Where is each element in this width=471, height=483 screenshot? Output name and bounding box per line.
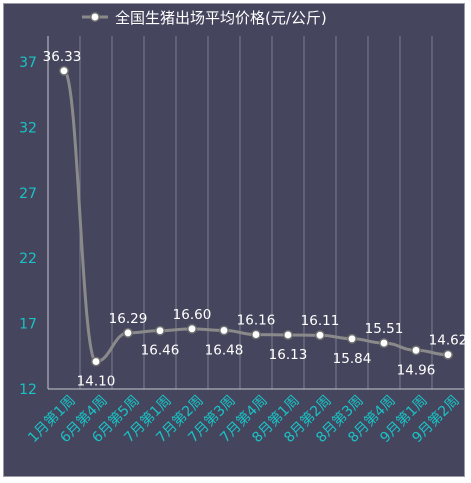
data-label: 15.84 bbox=[333, 351, 372, 367]
data-label: 14.96 bbox=[397, 362, 436, 378]
y-tick-label: 12 bbox=[19, 382, 37, 398]
y-tick-labels: 12 17 22 27 32 37 bbox=[19, 55, 37, 398]
data-point bbox=[123, 327, 133, 338]
data-label: 16.11 bbox=[301, 313, 340, 329]
data-point bbox=[283, 330, 293, 340]
legend-series-name: 全国生猪出场平均价格(元/公斤) bbox=[115, 9, 327, 27]
x-tick-labels: 1月第1周6月第4周6月第5周7月第1周7月第2周7月第3周7月第4周8月第1周… bbox=[25, 392, 463, 446]
data-point bbox=[411, 345, 421, 356]
data-label: 16.48 bbox=[205, 342, 244, 358]
data-point bbox=[315, 330, 325, 341]
data-point bbox=[155, 325, 165, 336]
data-label: 16.46 bbox=[141, 343, 180, 359]
data-label: 16.13 bbox=[269, 347, 308, 363]
data-label: 16.29 bbox=[109, 311, 148, 327]
data-point bbox=[187, 323, 197, 334]
grid-lines bbox=[79, 36, 433, 389]
y-tick-label: 32 bbox=[19, 120, 37, 136]
axes bbox=[47, 36, 464, 390]
data-point bbox=[219, 325, 229, 336]
data-label: 36.33 bbox=[43, 49, 82, 65]
data-label: 16.60 bbox=[173, 307, 212, 323]
data-point bbox=[443, 349, 453, 360]
data-point bbox=[379, 338, 389, 349]
y-tick-label: 17 bbox=[19, 317, 37, 333]
y-tick-label: 37 bbox=[19, 55, 37, 71]
data-label: 16.16 bbox=[237, 313, 276, 329]
legend: 全国生猪出场平均价格(元/公斤) bbox=[82, 9, 327, 27]
data-labels: 36.33 14.10 16.29 16.46 16.60 16.48 16.16 16.13… bbox=[43, 49, 468, 390]
y-tick-label: 27 bbox=[19, 186, 37, 202]
data-point bbox=[59, 65, 69, 76]
series-group bbox=[59, 65, 453, 367]
data-label: 14.62 bbox=[429, 333, 468, 349]
data-label: 15.51 bbox=[365, 321, 404, 337]
data-point bbox=[251, 329, 261, 340]
data-label: 14.10 bbox=[77, 374, 116, 390]
y-tick-label: 22 bbox=[19, 251, 37, 267]
data-point bbox=[91, 356, 101, 367]
legend-marker bbox=[90, 12, 100, 22]
data-point bbox=[347, 333, 357, 344]
